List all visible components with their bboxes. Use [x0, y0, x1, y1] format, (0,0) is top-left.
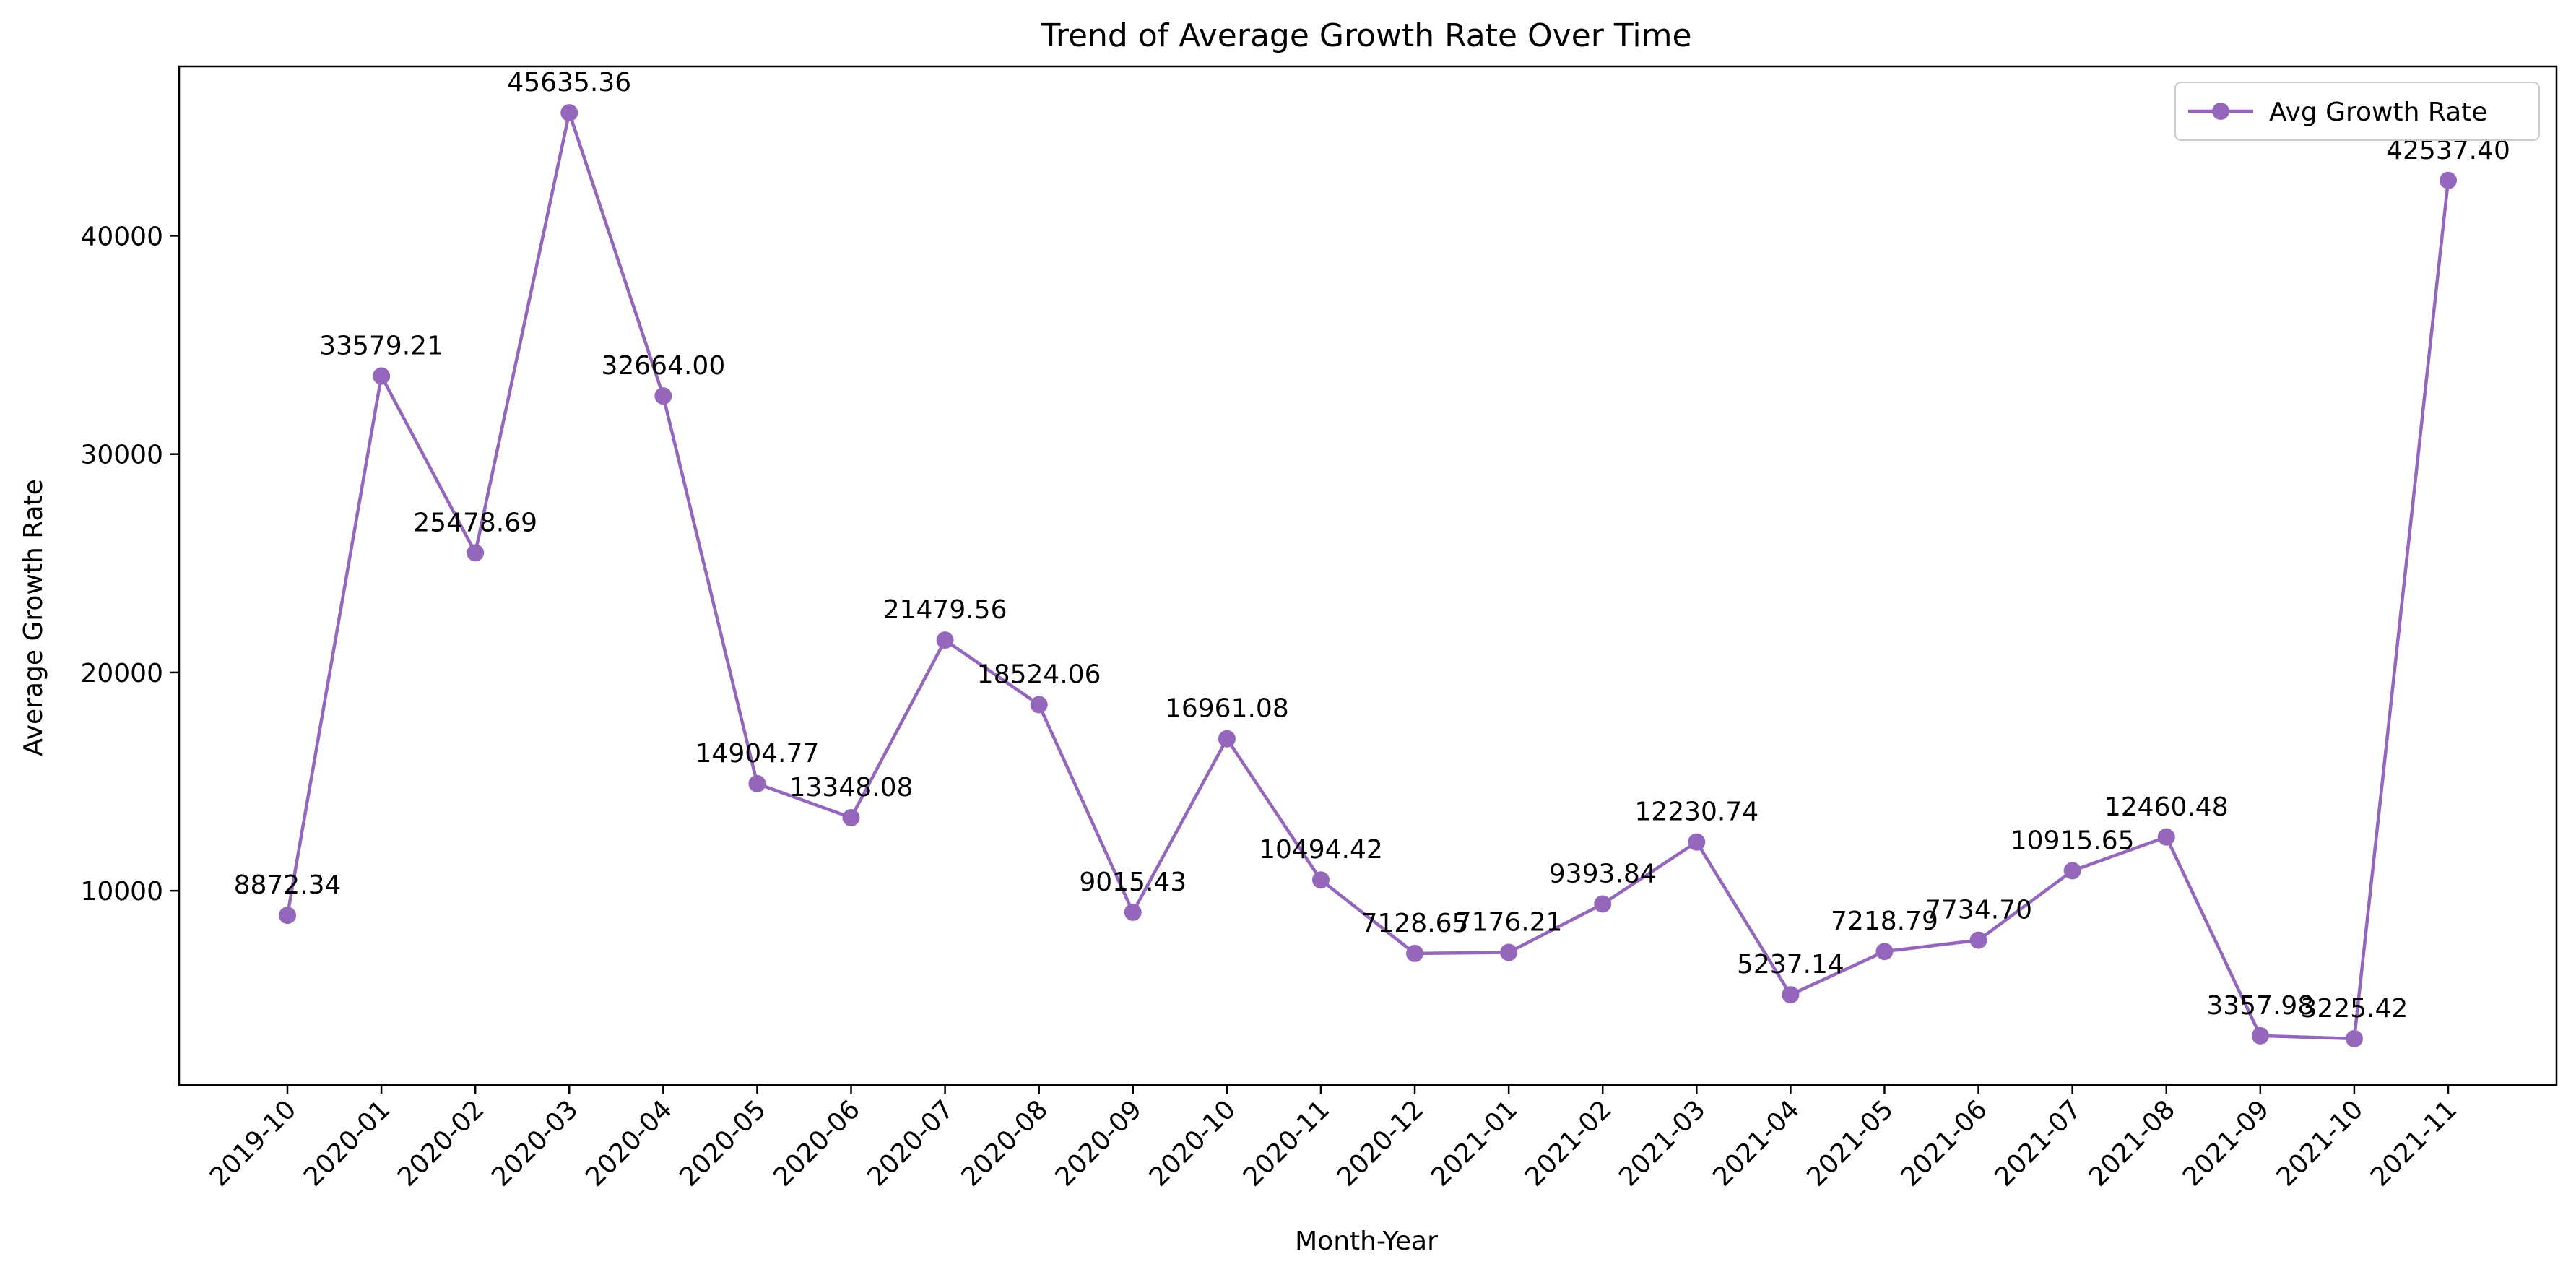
data-point	[467, 544, 485, 562]
data-point	[842, 808, 860, 826]
legend-label: Avg Growth Rate	[2269, 98, 2487, 127]
y-tick-label: 40000	[80, 222, 163, 251]
x-axis-label: Month-Year	[1295, 1227, 1438, 1256]
data-point	[1030, 696, 1048, 714]
data-label: 33579.21	[319, 331, 443, 360]
data-point	[2345, 1029, 2363, 1047]
data-point	[560, 104, 578, 122]
data-label: 13348.08	[789, 773, 914, 803]
data-label: 9393.84	[1549, 859, 1657, 888]
y-tick-label: 10000	[80, 877, 163, 907]
data-point	[279, 907, 296, 925]
data-label: 8872.34	[234, 870, 342, 900]
data-label: 21479.56	[883, 595, 1007, 625]
data-point	[1218, 730, 1236, 748]
data-label: 32664.00	[601, 351, 725, 381]
data-label: 3357.98	[2206, 991, 2314, 1021]
data-label: 7734.70	[1925, 896, 2032, 925]
data-point	[1875, 943, 1894, 961]
data-point	[1969, 931, 1987, 949]
data-label: 14904.77	[695, 739, 820, 769]
data-label: 12230.74	[1634, 797, 1758, 827]
data-point	[1594, 895, 1612, 913]
data-point	[2157, 828, 2175, 846]
data-point	[1406, 944, 1424, 962]
data-point	[2063, 862, 2081, 880]
series-line	[285, 111, 2450, 1041]
data-label: 18524.06	[977, 660, 1101, 690]
data-label: 10494.42	[1259, 835, 1383, 865]
data-label: 7128.65	[1361, 909, 1469, 938]
legend: Avg Growth Rate	[2174, 82, 2540, 141]
data-label: 3225.42	[2300, 994, 2408, 1024]
data-label: 7218.79	[1831, 907, 1938, 936]
data-point	[748, 774, 766, 792]
data-point	[654, 387, 672, 405]
data-label: 12460.48	[2104, 792, 2229, 822]
data-point	[373, 367, 391, 385]
data-label: 9015.43	[1079, 868, 1187, 897]
data-label: 16961.08	[1165, 694, 1289, 724]
data-point	[1311, 871, 1330, 889]
data-label: 10915.65	[2011, 826, 2135, 855]
data-label: 5237.14	[1737, 950, 1844, 980]
data-point	[936, 631, 954, 649]
data-point	[2251, 1026, 2269, 1045]
y-tick-label: 20000	[80, 659, 163, 688]
data-point	[1124, 903, 1142, 921]
y-axis-label: Average Growth Rate	[19, 479, 48, 756]
chart-title: Trend of Average Growth Rate Over Time	[1040, 17, 1691, 54]
y-tick-label: 30000	[80, 441, 163, 470]
data-point	[1688, 833, 1706, 851]
plot-frame	[178, 65, 2558, 1086]
data-point	[2440, 171, 2457, 189]
data-point	[1500, 943, 1518, 961]
data-label: 45635.36	[507, 68, 631, 98]
legend-box	[2174, 82, 2540, 141]
legend-marker	[2212, 103, 2229, 120]
data-label: 7176.21	[1455, 907, 1563, 937]
data-label: 25478.69	[413, 508, 537, 537]
data-point	[1782, 986, 1800, 1004]
